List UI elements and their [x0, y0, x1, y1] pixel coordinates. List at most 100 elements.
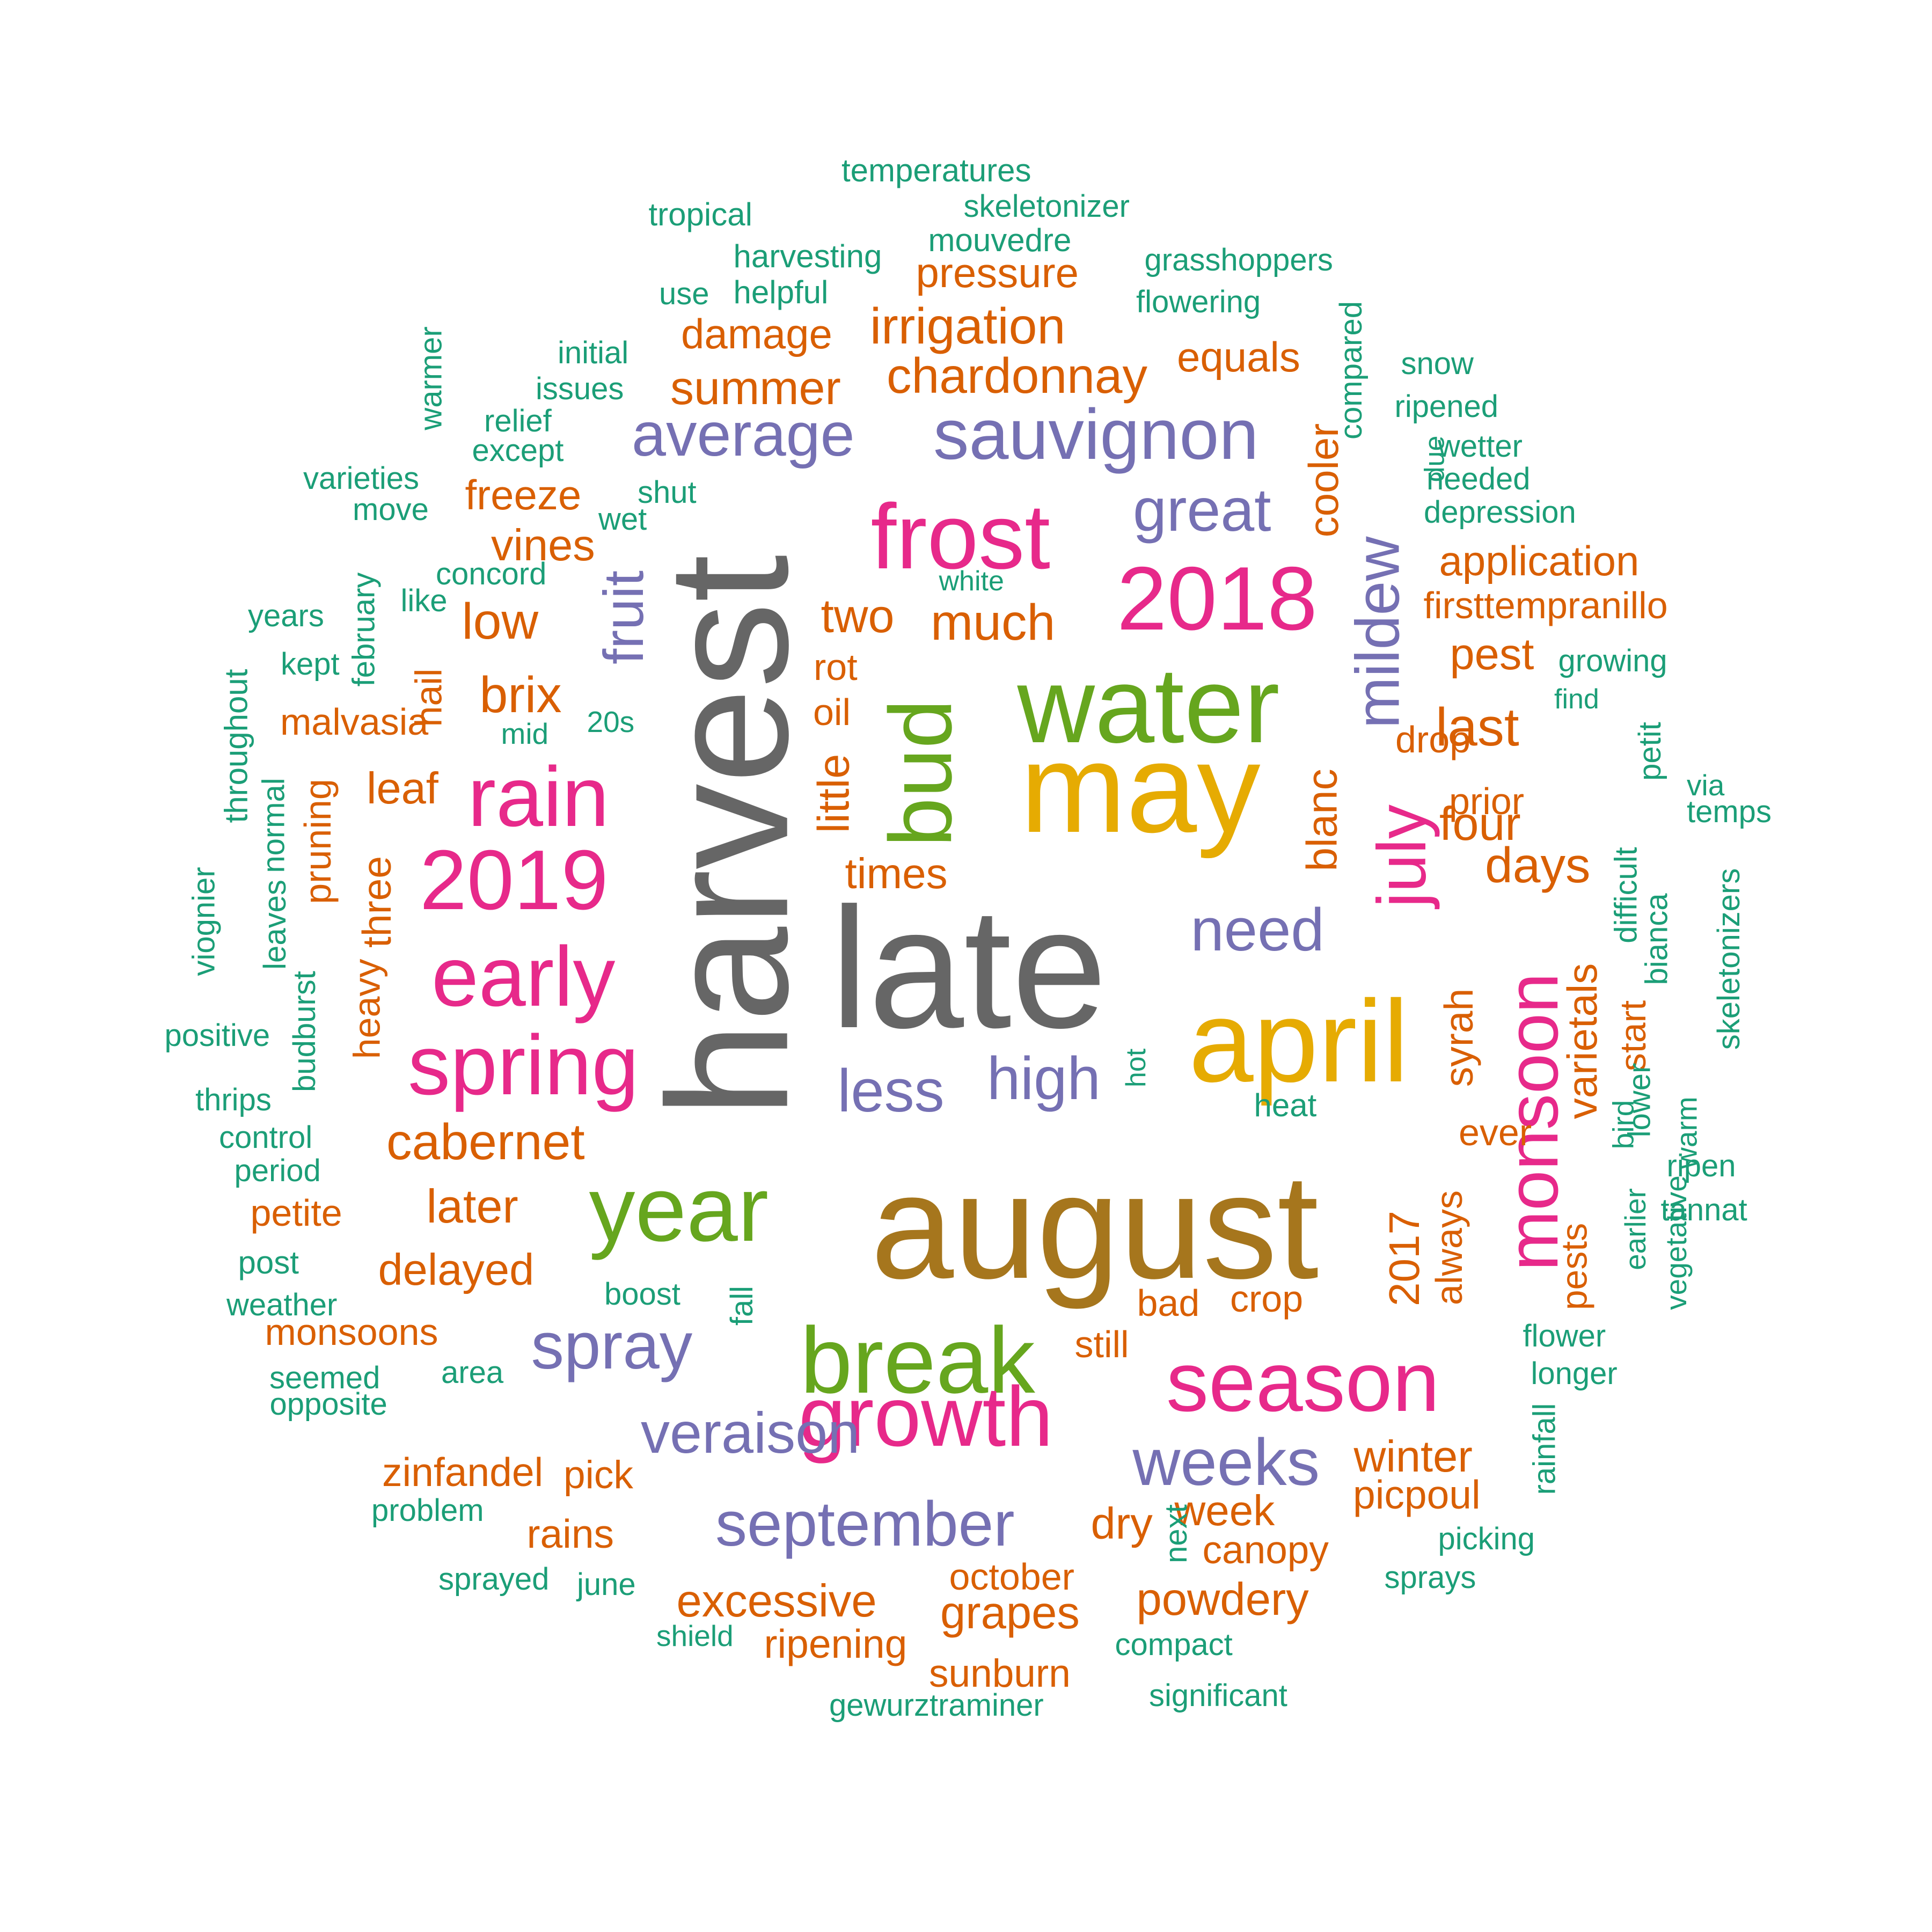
word-february: february: [346, 572, 381, 687]
word-equals: equals: [1177, 333, 1300, 380]
word-october: october: [949, 1556, 1074, 1598]
word-pests: pests: [1553, 1223, 1594, 1311]
word-viognier: viognier: [186, 867, 222, 976]
word-2017: 2017: [1380, 1211, 1428, 1306]
word-2019: 2019: [420, 833, 609, 927]
word-via: via: [1687, 768, 1725, 802]
word-bianca: bianca: [1638, 893, 1674, 985]
word-vegetative: vegetative: [1659, 1175, 1693, 1310]
word-wetter: wetter: [1438, 429, 1523, 464]
word-next: next: [1158, 1504, 1194, 1563]
word-sprayed: sprayed: [438, 1562, 550, 1597]
word-crop: crop: [1230, 1278, 1304, 1320]
word-season: season: [1166, 1335, 1440, 1429]
word-snow: snow: [1401, 346, 1474, 381]
word-year: year: [589, 1158, 769, 1261]
word-start: start: [1613, 1000, 1654, 1072]
word-issues: issues: [536, 371, 624, 406]
word-like: like: [400, 583, 448, 618]
word-high: high: [987, 1045, 1101, 1112]
word-tannat: tannat: [1660, 1192, 1747, 1227]
word-bad: bad: [1137, 1282, 1200, 1324]
word-malvasia: malvasia: [280, 701, 429, 743]
word-rain: rain: [467, 750, 609, 844]
word-compared: compared: [1333, 301, 1368, 440]
word-flower: flower: [1523, 1319, 1606, 1353]
word-longer: longer: [1531, 1356, 1618, 1391]
word-vines: vines: [491, 519, 595, 570]
word-cabernet: cabernet: [386, 1113, 585, 1170]
word-grasshoppers: grasshoppers: [1144, 243, 1333, 277]
word-area: area: [441, 1355, 504, 1390]
word-picking: picking: [1438, 1521, 1535, 1556]
word-fall: fall: [724, 1285, 760, 1326]
word-ever: ever: [1459, 1111, 1532, 1153]
word-dry: dry: [1091, 1498, 1153, 1548]
word-average: average: [632, 400, 855, 469]
word-hot: hot: [1121, 1048, 1152, 1088]
word-relief: relief: [484, 404, 552, 438]
word-times: times: [845, 850, 948, 897]
word-leaves: leaves: [257, 880, 292, 970]
word-budburst: budburst: [287, 971, 322, 1092]
word-heat: heat: [1254, 1087, 1317, 1123]
word-spray: spray: [531, 1309, 693, 1383]
word-syrah: syrah: [1436, 988, 1481, 1087]
word-fruit: fruit: [592, 570, 655, 664]
word-concord: concord: [436, 557, 547, 591]
word-spring: spring: [408, 1018, 639, 1113]
word-positive: positive: [164, 1018, 270, 1053]
word-oil: oil: [813, 691, 851, 733]
word-canopy: canopy: [1202, 1528, 1329, 1572]
word-temperatures: temperatures: [841, 152, 1031, 188]
word-2018: 2018: [1117, 548, 1318, 649]
word-helpful: helpful: [733, 274, 829, 310]
word-ripening: ripening: [764, 1621, 908, 1666]
word-seemed: seemed: [269, 1360, 380, 1395]
word-sauvignon: sauvignon: [933, 394, 1259, 474]
word-summer: summer: [670, 361, 841, 414]
word-grapes: grapes: [940, 1587, 1080, 1638]
word-picpoul: picpoul: [1353, 1472, 1481, 1517]
word-still: still: [1074, 1323, 1129, 1365]
word-gewurztraminer: gewurztraminer: [829, 1688, 1044, 1723]
word-heavy: heavy: [345, 958, 387, 1059]
word-opposite: opposite: [269, 1387, 387, 1422]
word-post: post: [238, 1245, 299, 1280]
word-later: later: [426, 1180, 518, 1233]
word-blanc: blanc: [1298, 769, 1346, 872]
word-difficult: difficult: [1608, 847, 1644, 943]
word-rainfall: rainfall: [1526, 1403, 1562, 1495]
word-mildew: mildew: [1343, 536, 1413, 728]
word-pest: pest: [1450, 628, 1534, 679]
word-weeks: weeks: [1132, 1425, 1320, 1499]
word-shut: shut: [638, 475, 697, 510]
word-veraison: veraison: [641, 1400, 860, 1465]
word-mid: mid: [501, 716, 549, 750]
word-initial: initial: [558, 335, 629, 370]
word-august: august: [870, 1143, 1319, 1309]
word-rot: rot: [814, 646, 858, 688]
word-white: white: [939, 566, 1004, 597]
word-irrigation: irrigation: [870, 297, 1066, 355]
word-need: need: [1190, 896, 1324, 963]
word-control: control: [219, 1120, 313, 1155]
word-april: april: [1189, 976, 1409, 1106]
word-growth: growth: [799, 1370, 1053, 1464]
word-20s: 20s: [587, 705, 635, 738]
word-petite: petite: [250, 1192, 342, 1234]
word-except: except: [472, 433, 564, 468]
word-shield: shield: [656, 1619, 734, 1652]
word-less: less: [837, 1057, 945, 1124]
word-mouvedre: mouvedre: [928, 222, 1072, 258]
word-late: late: [830, 872, 1107, 1064]
word-sprays: sprays: [1384, 1560, 1476, 1595]
word-warmer: warmer: [413, 326, 449, 430]
word-boost: boost: [604, 1277, 680, 1312]
word-great: great: [1133, 475, 1271, 544]
word-period: period: [234, 1153, 321, 1188]
word-freeze: freeze: [465, 471, 582, 518]
word-harvest: harvest: [631, 554, 824, 1118]
word-pick: pick: [564, 1453, 633, 1497]
